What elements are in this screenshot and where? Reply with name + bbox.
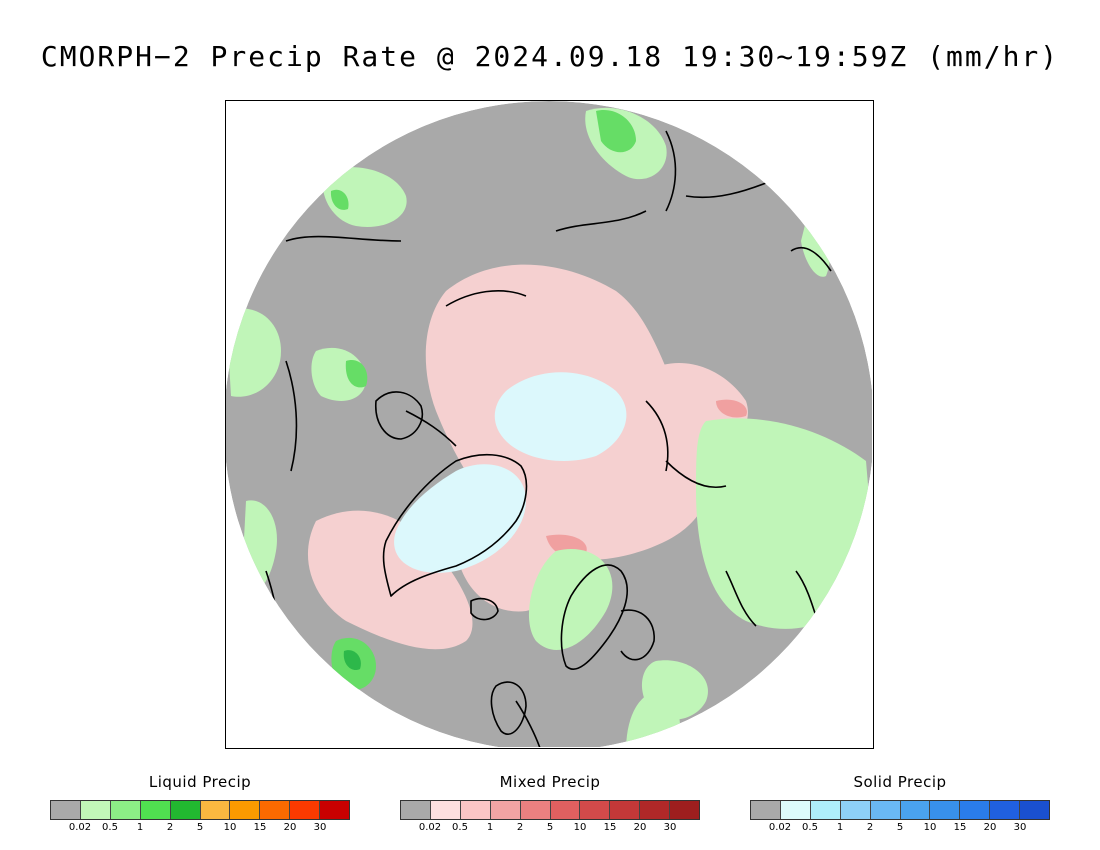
liquid-precip-region [345, 360, 368, 388]
legend-tick-label: 20 [633, 822, 647, 833]
legend-swatch [550, 801, 581, 819]
legend-swatch [1020, 801, 1050, 819]
legend-ticks: 0.02 0.5 1 2 5 10 15 20 30 [50, 822, 350, 836]
legend-swatch [900, 801, 931, 819]
legend-liquid: Liquid Precip 0.02 0.5 1 2 5 10 15 20 30 [50, 772, 350, 836]
legend-tick-label: 10 [573, 822, 587, 833]
legend-tick-label: 2 [516, 822, 524, 833]
legend-title: Liquid Precip [148, 773, 252, 791]
legend-solid: Solid Precip 0.02 0.5 1 2 5 10 15 20 30 [750, 772, 1050, 836]
mixed-precip-region [716, 399, 747, 418]
legend-tick-label: 0.02 [768, 822, 792, 833]
legend-swatch [430, 801, 461, 819]
legend-tick-label: 1 [136, 822, 144, 833]
legend-swatch [290, 801, 321, 819]
legend-swatch [580, 801, 611, 819]
liquid-precip-region [343, 650, 361, 671]
liquid-precip-region [330, 189, 349, 210]
legend-tick-label: 15 [603, 822, 617, 833]
legend-swatch [751, 801, 781, 819]
legend-tick-label: 30 [313, 822, 327, 833]
legend-ticks: 0.02 0.5 1 2 5 10 15 20 30 [400, 822, 700, 836]
legend-color-bar [50, 800, 350, 820]
legend-color-bar [750, 800, 1050, 820]
legend-swatch [780, 801, 811, 819]
legend-tick-label: 10 [223, 822, 237, 833]
liquid-precip-region [696, 418, 872, 629]
legend-tick-label: 0.5 [802, 822, 818, 833]
legend-swatch [490, 801, 521, 819]
legend-tick-label: 15 [953, 822, 967, 833]
legend-swatch [80, 801, 111, 819]
liquid-precip-region [226, 308, 281, 397]
legend-swatch [401, 801, 431, 819]
legend-tick-label: 20 [283, 822, 297, 833]
liquid-precip-region [596, 110, 636, 153]
legend-tick-label: 15 [253, 822, 267, 833]
legend-title: Mixed Precip [499, 773, 601, 791]
legend-swatch [810, 801, 841, 819]
legend-tick-label: 0.02 [418, 822, 442, 833]
legend-tick-label: 2 [866, 822, 874, 833]
map-frame [225, 100, 874, 749]
legend-tick-label: 30 [1013, 822, 1027, 833]
legend-tick-label: 2 [166, 822, 174, 833]
liquid-precip-region [528, 549, 613, 650]
legend-tick-label: 5 [196, 822, 204, 833]
legend-swatch [840, 801, 871, 819]
legend-tick-label: 5 [546, 822, 554, 833]
legend-tick-label: 10 [923, 822, 937, 833]
legend-tick-label: 0.02 [68, 822, 92, 833]
legend-tick-label: 20 [983, 822, 997, 833]
legend-swatch [670, 801, 700, 819]
legend-tick-label: 0.5 [452, 822, 468, 833]
legend-swatch [320, 801, 350, 819]
legend-swatch [260, 801, 291, 819]
legend-mixed: Mixed Precip 0.02 0.5 1 2 5 10 15 20 30 [400, 772, 700, 836]
legend-swatch [140, 801, 171, 819]
solid-precip-region [494, 372, 627, 461]
liquid-precip-region [322, 167, 407, 227]
legend-swatch [110, 801, 141, 819]
legend-swatch [960, 801, 991, 819]
legend-swatch [170, 801, 201, 819]
legend-swatch [870, 801, 901, 819]
polar-precip-map [226, 101, 872, 747]
legend-color-bar [400, 800, 700, 820]
legend-swatch [51, 801, 81, 819]
legend-swatch [610, 801, 641, 819]
legend-title: Solid Precip [853, 773, 947, 791]
legend-swatch [460, 801, 491, 819]
legend-tick-label: 1 [486, 822, 494, 833]
legend-swatch [990, 801, 1021, 819]
legend-swatch [640, 801, 671, 819]
legend-swatch [930, 801, 961, 819]
coastlines [265, 130, 832, 747]
legend-tick-label: 5 [896, 822, 904, 833]
legend-swatch [230, 801, 261, 819]
legend-ticks: 0.02 0.5 1 2 5 10 15 20 30 [750, 822, 1050, 836]
mixed-precip-region [307, 510, 473, 650]
legend-tick-label: 30 [663, 822, 677, 833]
legend-swatch [520, 801, 551, 819]
legend-swatch [200, 801, 231, 819]
map-title: CMORPH−2 Precip Rate @ 2024.09.18 19:30~… [40, 40, 1060, 73]
legend-tick-label: 1 [836, 822, 844, 833]
legend-tick-label: 0.5 [102, 822, 118, 833]
